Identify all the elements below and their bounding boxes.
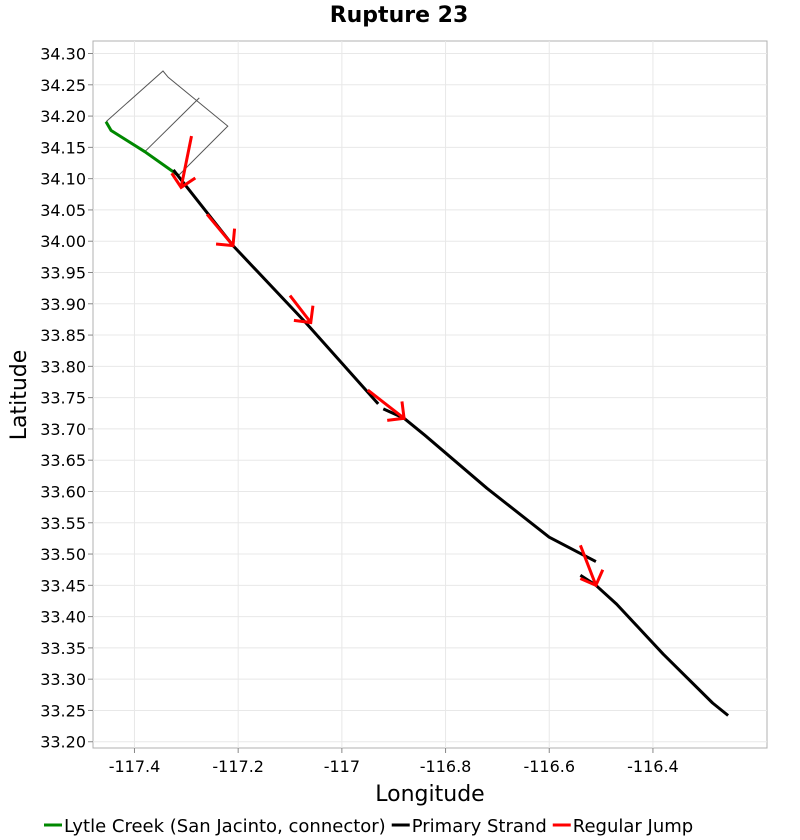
y-tick-label: 34.30 — [40, 45, 86, 64]
jump-arrowhead — [293, 305, 315, 325]
x-tick-label: -117.4 — [109, 757, 161, 776]
legend: Lytle Creek (San Jacinto, connector) Prim… — [44, 816, 693, 837]
series-line-2 — [366, 388, 406, 420]
jump-arrowhead — [387, 401, 406, 422]
y-tick-label: 33.55 — [40, 514, 86, 533]
series-line-1 — [172, 168, 380, 405]
y-tick-label: 33.35 — [40, 639, 86, 658]
x-axis-label: Longitude — [375, 782, 484, 807]
y-tick-label: 33.40 — [40, 608, 86, 627]
grid — [93, 41, 767, 748]
y-tick-label: 34.00 — [40, 232, 86, 251]
plot-area — [92, 40, 768, 749]
legend-label: Primary Strand — [412, 816, 547, 837]
y-tick-label: 33.95 — [40, 263, 86, 282]
fault-outlines — [105, 70, 229, 176]
y-tick-label: 33.20 — [40, 733, 86, 752]
series-line-2 — [205, 213, 235, 247]
y-tick-label: 33.50 — [40, 545, 86, 564]
jump-arrowhead — [215, 228, 237, 248]
y-tick-label: 33.85 — [40, 326, 86, 345]
y-tick-label: 34.25 — [40, 76, 86, 95]
y-tick-label: 33.65 — [40, 451, 86, 470]
y-tick-label: 33.60 — [40, 482, 86, 501]
series-line-0 — [104, 120, 180, 177]
x-tick-label: -117 — [324, 757, 360, 776]
y-axis-ticks: 34.30 34.25 34.20 34.15 34.10 34.05 34.00 33.95… — [40, 45, 93, 752]
y-axis-label: Latitude — [7, 350, 32, 441]
jump-arrowhead — [170, 172, 197, 190]
y-tick-label: 33.80 — [40, 357, 86, 376]
x-tick-label: -116.6 — [523, 757, 575, 776]
y-tick-label: 34.15 — [40, 138, 86, 157]
fault-outline — [144, 97, 200, 153]
y-tick-label: 33.90 — [40, 295, 86, 314]
y-tick-label: 34.10 — [40, 170, 86, 189]
series-line-2 — [579, 544, 598, 586]
y-tick-label: 33.45 — [40, 576, 86, 595]
y-tick-label: 33.75 — [40, 389, 86, 408]
legend-label: Regular Jump — [573, 816, 693, 837]
series-line-2 — [179, 135, 193, 188]
x-tick-label: -117.2 — [212, 757, 264, 776]
x-axis-ticks: -117.4 -117.2 -117 -116.8 -116.6 -116.4 — [109, 748, 679, 776]
x-tick-label: -116.8 — [420, 757, 472, 776]
legend-label: Lytle Creek (San Jacinto, connector) — [64, 816, 386, 837]
x-tick-label: -116.4 — [627, 757, 679, 776]
y-tick-label: 34.20 — [40, 107, 86, 126]
y-tick-label: 33.25 — [40, 701, 86, 720]
chart-title: Rupture 23 — [330, 3, 469, 28]
y-tick-label: 33.30 — [40, 670, 86, 689]
jump-arrowhead — [579, 569, 605, 588]
y-tick-label: 34.05 — [40, 201, 86, 220]
y-tick-label: 33.70 — [40, 420, 86, 439]
series-line-2 — [288, 294, 312, 324]
fault-outline — [105, 70, 229, 176]
series-lines — [104, 120, 730, 717]
